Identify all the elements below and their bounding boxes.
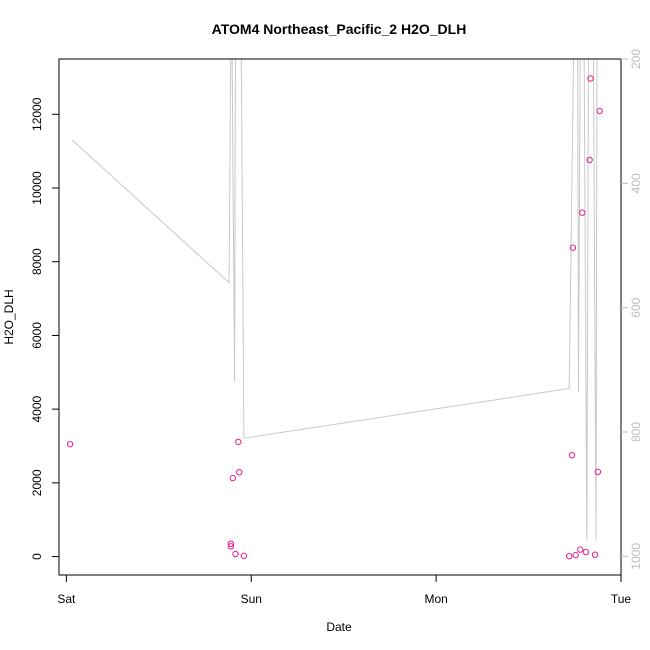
data-point-2 <box>227 540 235 547</box>
y-right-tick-label: 400 <box>629 173 643 193</box>
x-axis: Sat Sun Mon Tue <box>57 574 632 606</box>
data-point-1 <box>227 543 235 550</box>
data-point-0 <box>66 441 74 448</box>
y-tick-label: 8000 <box>30 248 44 275</box>
x-tick-label: Mon <box>424 592 447 606</box>
x-axis-label: Date <box>326 620 352 634</box>
data-point-8 <box>566 553 573 560</box>
data-point-13 <box>579 209 586 216</box>
data-point-11 <box>572 551 579 559</box>
data-point-18 <box>594 468 602 475</box>
data-point-16 <box>587 75 594 82</box>
y-right-tick-label: 200 <box>629 49 643 69</box>
points-layer <box>66 75 603 560</box>
y-tick-label: 10000 <box>30 171 44 205</box>
data-point-4 <box>232 550 239 558</box>
data-point-9 <box>568 452 576 459</box>
y-axis-right: 200 400 600 800 1000 <box>621 49 643 570</box>
secondary-series-line <box>71 59 598 541</box>
data-point-14 <box>582 548 590 556</box>
x-tick-label: Tue <box>611 592 632 606</box>
data-point-15 <box>586 156 593 164</box>
data-point-5 <box>235 438 242 446</box>
plot-frame <box>58 58 622 576</box>
y-tick-label: 12000 <box>30 97 44 131</box>
data-point-12 <box>577 546 584 553</box>
data-point-19 <box>596 107 603 115</box>
data-point-17 <box>591 551 599 558</box>
chart-title: ATOM4 Northeast_Pacific_2 H2O_DLH <box>212 21 467 37</box>
y-right-tick-label: 600 <box>629 297 643 317</box>
y-tick-label: 0 <box>30 553 44 560</box>
y-tick-label: 4000 <box>30 395 44 422</box>
y-tick-label: 2000 <box>30 469 44 496</box>
y-right-tick-label: 1000 <box>629 543 643 570</box>
x-tick-label: Sun <box>241 592 262 606</box>
y-tick-label: 6000 <box>30 322 44 349</box>
data-point-10 <box>569 244 577 251</box>
y-axis: 0 2000 4000 6000 8000 10000 12000 <box>30 97 60 560</box>
data-point-7 <box>240 552 248 559</box>
x-tick-label: Sat <box>57 592 76 606</box>
y-axis-label: H2O_DLH <box>2 289 16 344</box>
secondary-line-layer <box>71 59 598 541</box>
y-right-tick-label: 800 <box>629 422 643 442</box>
data-point-3 <box>229 474 237 482</box>
data-point-6 <box>236 469 243 476</box>
